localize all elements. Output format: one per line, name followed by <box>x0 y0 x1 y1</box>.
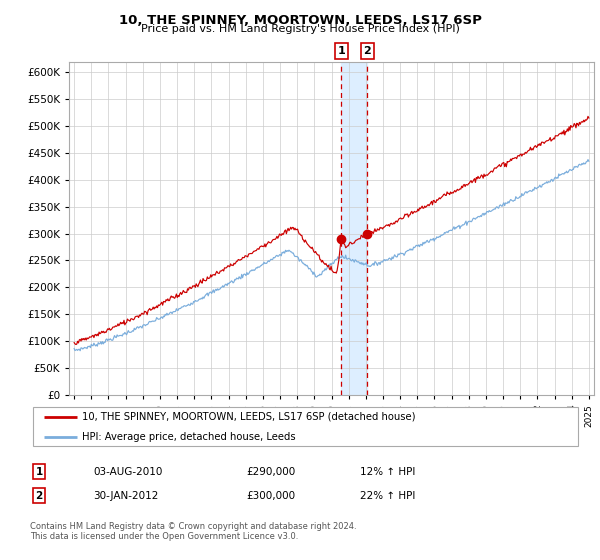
Text: Price paid vs. HM Land Registry's House Price Index (HPI): Price paid vs. HM Land Registry's House … <box>140 24 460 34</box>
Text: 2: 2 <box>364 46 371 56</box>
Text: 22% ↑ HPI: 22% ↑ HPI <box>360 491 415 501</box>
Text: £300,000: £300,000 <box>246 491 295 501</box>
Text: £290,000: £290,000 <box>246 466 295 477</box>
Text: 30-JAN-2012: 30-JAN-2012 <box>93 491 158 501</box>
Text: 10, THE SPINNEY, MOORTOWN, LEEDS, LS17 6SP: 10, THE SPINNEY, MOORTOWN, LEEDS, LS17 6… <box>119 14 481 27</box>
Text: Contains HM Land Registry data © Crown copyright and database right 2024.
This d: Contains HM Land Registry data © Crown c… <box>30 522 356 542</box>
Bar <box>341 62 367 395</box>
FancyBboxPatch shape <box>33 407 578 446</box>
Text: HPI: Average price, detached house, Leeds: HPI: Average price, detached house, Leed… <box>82 432 296 442</box>
Text: 10, THE SPINNEY, MOORTOWN, LEEDS, LS17 6SP (detached house): 10, THE SPINNEY, MOORTOWN, LEEDS, LS17 6… <box>82 412 416 422</box>
Text: 12% ↑ HPI: 12% ↑ HPI <box>360 466 415 477</box>
Text: 03-AUG-2010: 03-AUG-2010 <box>93 466 163 477</box>
Text: 1: 1 <box>338 46 346 56</box>
Text: 1: 1 <box>35 466 43 477</box>
Text: 2: 2 <box>35 491 43 501</box>
